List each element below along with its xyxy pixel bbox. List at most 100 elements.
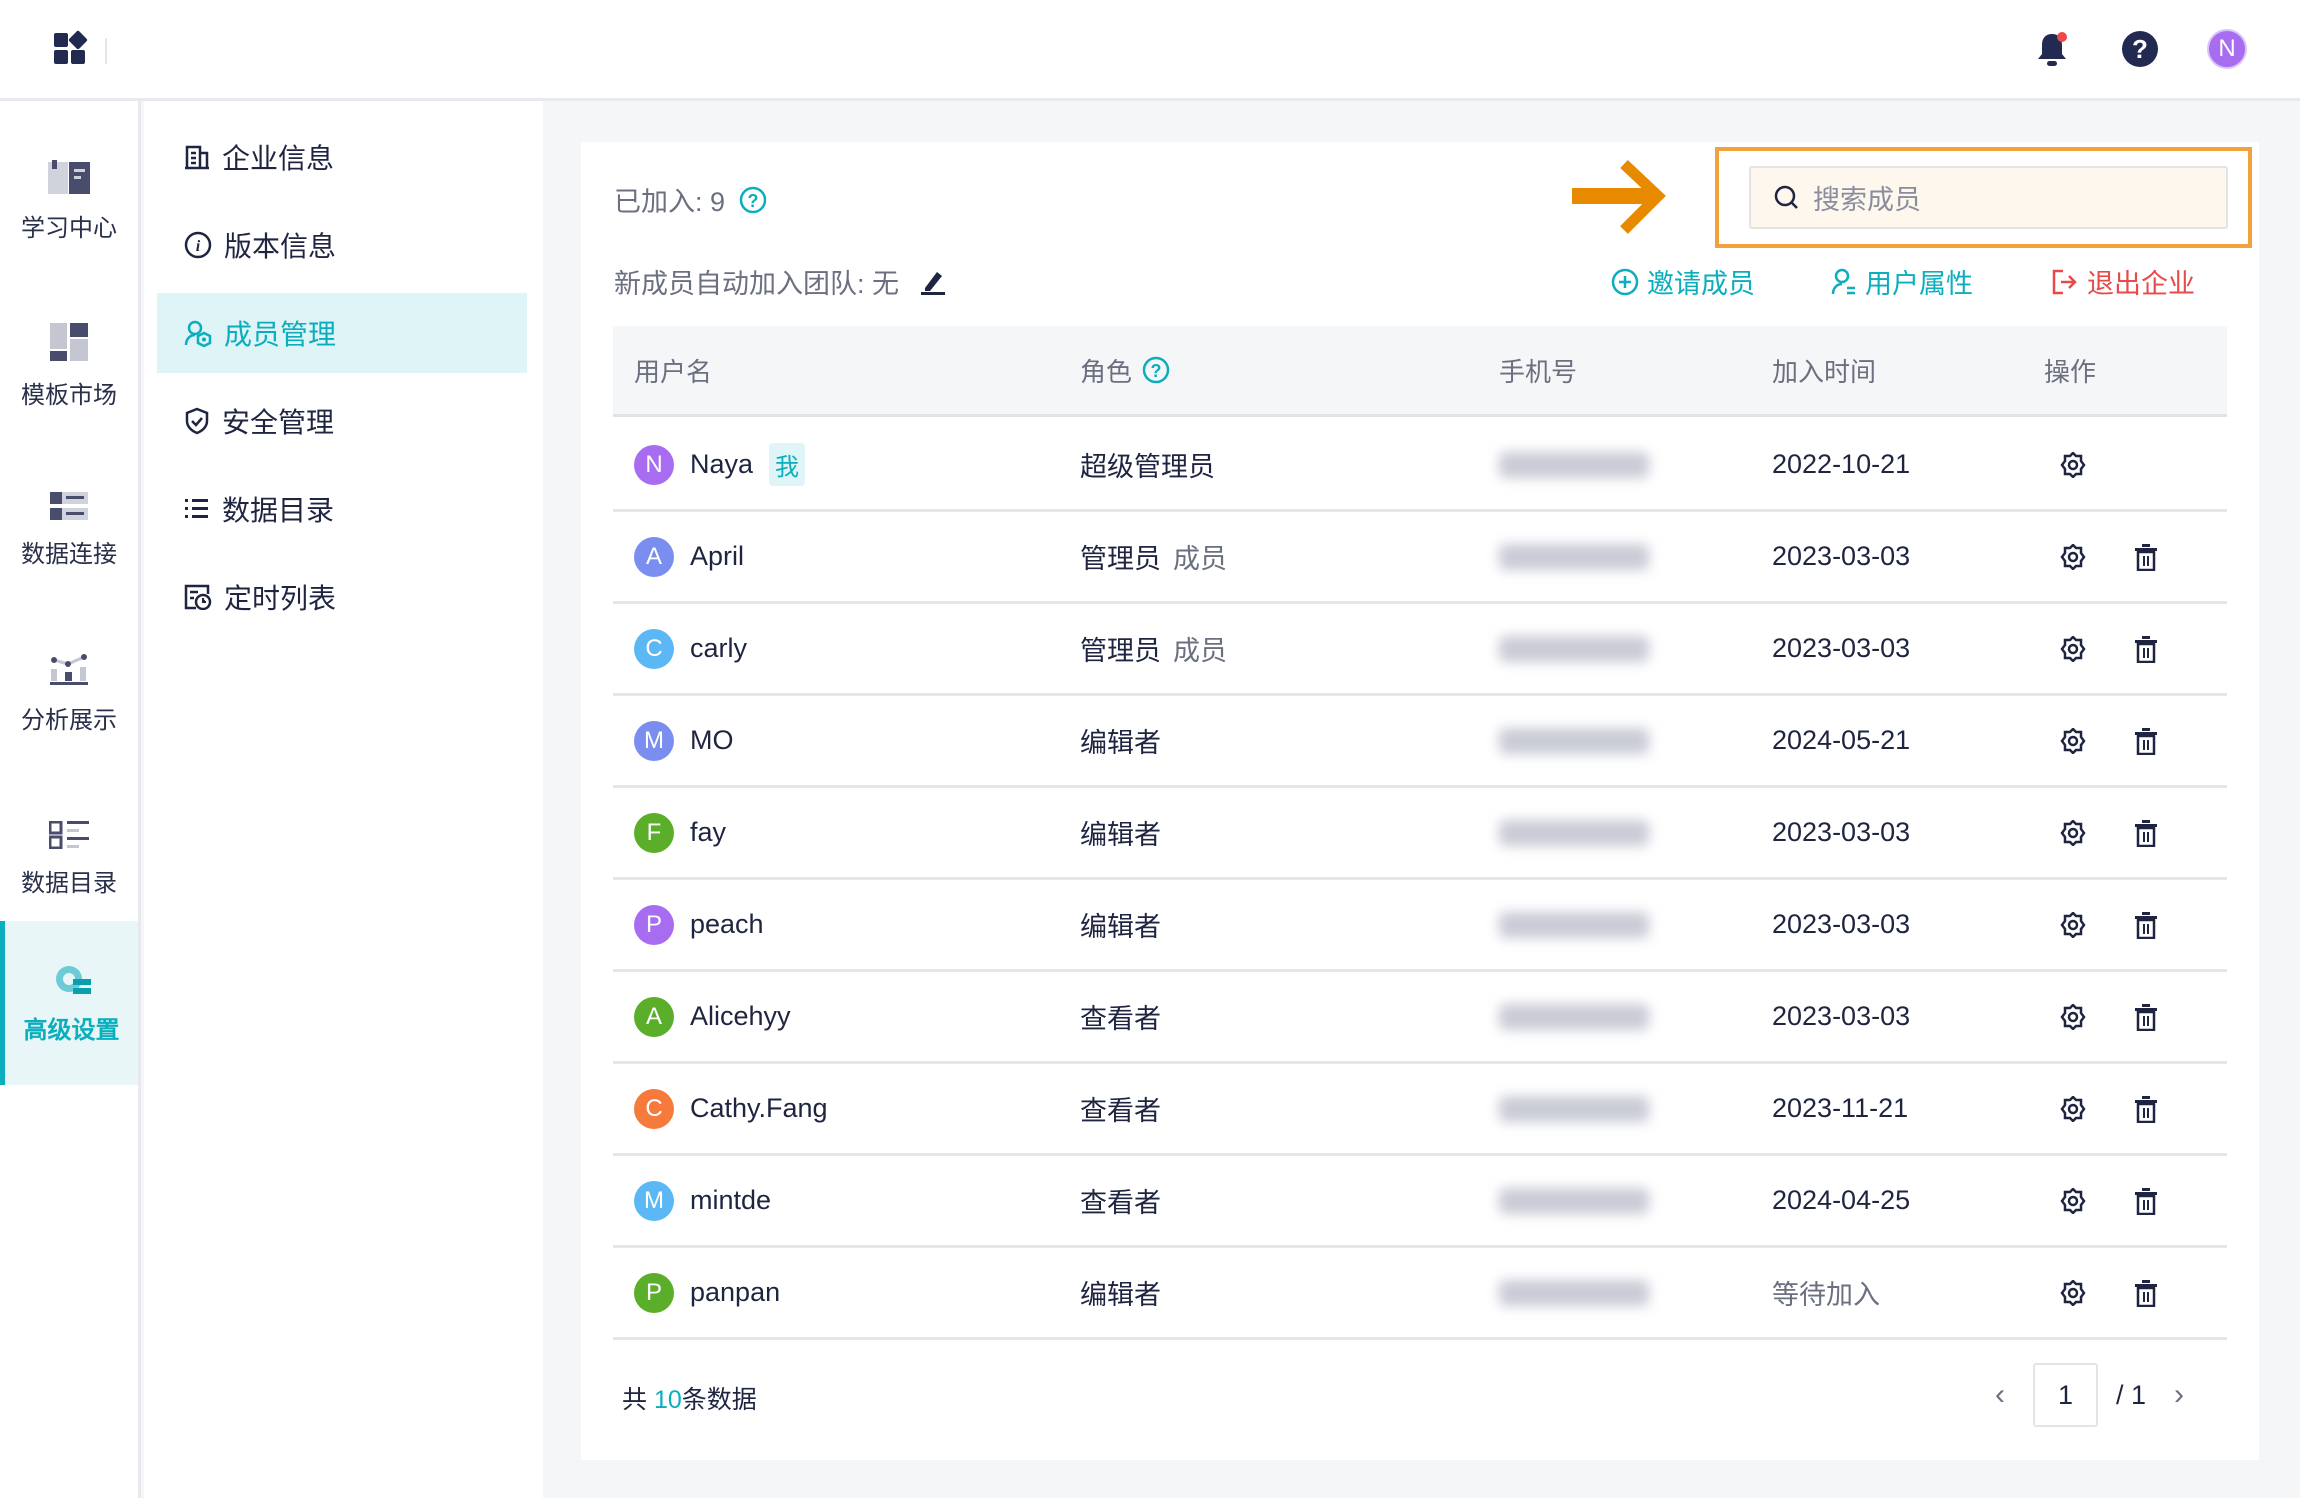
- role-cell[interactable]: 管理员 成员: [1080, 604, 1227, 693]
- total-count: 共 10条数据: [622, 1380, 757, 1416]
- svg-text:i: i: [196, 238, 201, 255]
- settings-icon[interactable]: [2060, 512, 2086, 601]
- apps-logo-icon[interactable]: [52, 30, 90, 68]
- settings-icon[interactable]: [2060, 1156, 2086, 1245]
- rail-label: 学习中心: [21, 214, 117, 242]
- main-nav-rail: 学习中心 模板市场 数据连接 分析展示 数据目录 高级设置: [0, 101, 141, 1498]
- username: Naya: [690, 449, 754, 479]
- phone-cell: [1499, 512, 1649, 601]
- phone-blurred: [1499, 1003, 1649, 1030]
- col-join-time: 加入时间: [1772, 356, 1877, 387]
- role-cell[interactable]: 编辑者: [1080, 696, 1161, 785]
- total-suffix: 条数据: [681, 1386, 757, 1414]
- page-input[interactable]: 1: [2033, 1363, 2098, 1427]
- join-time: 2023-03-03: [1772, 817, 1911, 847]
- settings-icon[interactable]: [2060, 972, 2086, 1061]
- delete-icon[interactable]: [2134, 880, 2158, 969]
- delete-icon[interactable]: [2134, 972, 2158, 1061]
- subnav-item-members[interactable]: 成员管理: [157, 293, 527, 373]
- phone-cell: [1499, 1156, 1649, 1245]
- top-bar: ? N: [0, 0, 2300, 101]
- settings-icon[interactable]: [2060, 420, 2086, 509]
- settings-icon[interactable]: [2060, 788, 2086, 877]
- user-attributes-button[interactable]: 用户属性: [1831, 262, 1973, 301]
- rail-item-analysis[interactable]: 分析展示: [0, 612, 138, 776]
- settings-icon[interactable]: [2060, 880, 2086, 969]
- role-cell[interactable]: 编辑者: [1080, 1248, 1161, 1337]
- role-cell[interactable]: 管理员 成员: [1080, 512, 1227, 601]
- edit-icon[interactable]: [919, 268, 947, 296]
- subnav-item-company-info[interactable]: 企业信息: [157, 117, 527, 197]
- phone-blurred: [1499, 1187, 1649, 1214]
- rail-label: 分析展示: [21, 706, 117, 734]
- role-cell[interactable]: 查看者: [1080, 972, 1161, 1061]
- shield-icon: [185, 407, 209, 435]
- subnav-item-version-info[interactable]: i 版本信息: [157, 205, 527, 285]
- user-avatar[interactable]: N: [2207, 29, 2247, 69]
- settings-icon[interactable]: [2060, 1064, 2086, 1153]
- leave-company-button[interactable]: 退出企业: [2051, 262, 2195, 301]
- role-help-icon[interactable]: ?: [1142, 356, 1170, 384]
- invite-member-button[interactable]: 邀请成员: [1611, 262, 1755, 301]
- next-page-button[interactable]: ›: [2174, 1378, 2185, 1411]
- bell-icon[interactable]: [2034, 30, 2070, 68]
- delete-icon[interactable]: [2134, 696, 2158, 785]
- join-time: 等待加入: [1772, 1280, 1880, 1310]
- role-cell[interactable]: 超级管理员: [1080, 420, 1215, 509]
- logout-icon: [2052, 269, 2077, 294]
- delete-icon[interactable]: [2134, 1248, 2158, 1337]
- phone-cell: [1499, 788, 1649, 877]
- join-time: 2024-04-25: [1772, 1185, 1911, 1215]
- role-cell[interactable]: 查看者: [1080, 1064, 1161, 1153]
- joined-count: 已加入: 9 ?: [614, 180, 767, 219]
- avatar: P: [634, 1272, 674, 1313]
- prev-page-button[interactable]: ‹: [1995, 1378, 2005, 1411]
- settings-icon[interactable]: [2060, 1248, 2086, 1337]
- help-icon[interactable]: ?: [2121, 30, 2159, 68]
- role-cell[interactable]: 查看者: [1080, 1156, 1161, 1245]
- subnav-item-schedule[interactable]: 定时列表: [157, 557, 527, 637]
- delete-icon[interactable]: [2134, 1064, 2158, 1153]
- avatar: C: [634, 1088, 674, 1129]
- members-icon: [184, 320, 212, 347]
- rail-item-learning[interactable]: 学习中心: [0, 119, 138, 283]
- user-cell: C carly: [634, 604, 747, 693]
- avatar: M: [634, 1180, 674, 1221]
- subnav-label: 版本信息: [224, 231, 337, 262]
- avatar: A: [634, 996, 674, 1037]
- rail-item-templates[interactable]: 模板市场: [0, 284, 138, 448]
- avatar: A: [634, 536, 674, 577]
- delete-icon[interactable]: [2134, 788, 2158, 877]
- table-row: P peach 编辑者 2023-03-03: [613, 880, 2227, 972]
- user-cell: P peach: [634, 880, 764, 969]
- delete-icon[interactable]: [2134, 512, 2158, 601]
- secondary-role: 成员: [1173, 636, 1227, 666]
- table-row: P panpan 编辑者 等待加入: [613, 1248, 2227, 1340]
- user-cell: A Alicehyy: [634, 972, 791, 1061]
- delete-icon[interactable]: [2134, 1156, 2158, 1245]
- help-circle-icon[interactable]: ?: [739, 186, 767, 214]
- search-input[interactable]: 搜索成员: [1749, 166, 2228, 229]
- rail-item-advanced-settings[interactable]: 高级设置: [0, 921, 138, 1085]
- role-cell[interactable]: 编辑者: [1080, 788, 1161, 877]
- col-actions: 操作: [2044, 356, 2097, 387]
- schedule-icon: [184, 584, 212, 610]
- rail-item-data-connect[interactable]: 数据连接: [0, 448, 138, 612]
- phone-cell: [1499, 972, 1649, 1061]
- role: 编辑者: [1080, 728, 1161, 758]
- subnav-item-security[interactable]: 安全管理: [157, 381, 527, 461]
- phone-cell: [1499, 696, 1649, 785]
- delete-icon[interactable]: [2134, 604, 2158, 693]
- me-badge: 我: [769, 443, 806, 486]
- subnav-label: 成员管理: [224, 319, 337, 350]
- role: 查看者: [1080, 1004, 1161, 1034]
- subnav-label: 定时列表: [224, 583, 337, 614]
- phone-blurred: [1499, 727, 1649, 754]
- table-row: A Alicehyy 查看者 2023-03-03: [613, 972, 2227, 1064]
- role-cell[interactable]: 编辑者: [1080, 880, 1161, 969]
- settings-icon[interactable]: [2060, 604, 2086, 693]
- subnav-item-data-catalog[interactable]: 数据目录: [157, 469, 527, 549]
- rail-item-catalog[interactable]: 数据目录: [0, 777, 138, 941]
- table-row: C carly 管理员 成员 2023-03-03: [613, 604, 2227, 696]
- settings-icon[interactable]: [2060, 696, 2086, 785]
